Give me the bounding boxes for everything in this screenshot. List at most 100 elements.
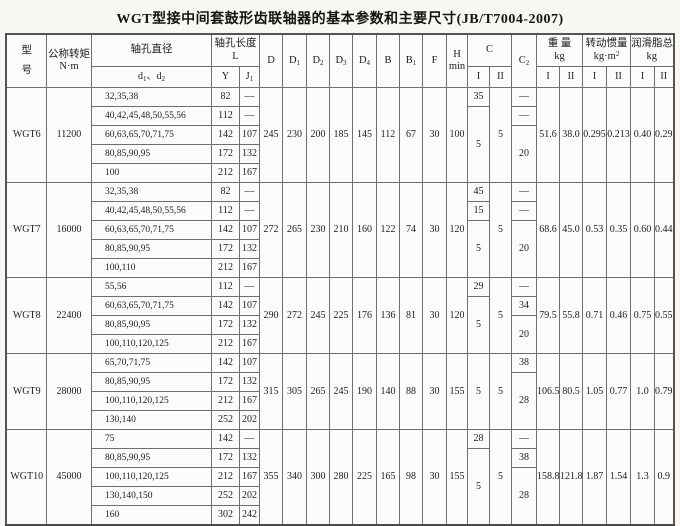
table-row: 80,85,90,95 172 132 5 38 [6, 448, 673, 526]
col-C2-header: C2 [511, 33, 537, 88]
inertia-2-cell: 0.213 [606, 87, 631, 183]
c2col-cell: 5 [488, 182, 513, 278]
grease-2-cell: 0.9 [654, 429, 674, 526]
y-cell: 82 [210, 182, 240, 202]
col-C-I-subheader: I [466, 66, 490, 88]
grease-2-cell: 0.44 [654, 182, 674, 278]
hmin-cell: 100 [445, 87, 468, 183]
bore-cell: 80,85,90,95 [90, 144, 212, 164]
col-Y-subheader: Y [210, 66, 240, 88]
bore-cell: 60,63,65,70,71,75 [90, 125, 212, 145]
hmin-cell: 155 [445, 353, 468, 430]
j1-cell: 167 [238, 391, 260, 411]
c2-cell: 38 [511, 448, 537, 468]
y-cell: 142 [210, 125, 240, 145]
inertia-1-cell: 1.05 [582, 353, 607, 430]
col-D3-header: D3 [328, 33, 353, 88]
hmin-cell: 120 [445, 277, 468, 354]
bore-cell: 100,110 [90, 258, 212, 278]
weight-1-cell: 68.6 [536, 182, 560, 278]
c2-cell: 20 [511, 315, 537, 354]
d-cell: 272 [258, 182, 283, 278]
inertia-1-cell: 0.71 [582, 277, 607, 354]
j1-cell: — [238, 201, 260, 221]
j1-cell: — [238, 106, 260, 126]
bore-cell: 40,42,45,48,50,55,56 [90, 201, 212, 221]
d2-cell: 265 [305, 353, 330, 430]
b1-cell: 67 [398, 87, 423, 183]
j1-cell: 107 [238, 220, 260, 240]
j1-cell: 202 [238, 410, 260, 430]
d1-cell: 272 [281, 277, 307, 354]
d3-cell: 225 [328, 277, 353, 354]
bore-cell: 65,70,71,75 [90, 353, 212, 373]
parameters-table: 型号 公称转矩 N·m 轴孔直径 轴孔长度 L D D1 D2 D3 D4 B B1… [5, 33, 675, 526]
j1-cell: — [238, 277, 260, 297]
d-cell: 355 [258, 429, 283, 526]
bore-cell: 130,140 [90, 410, 212, 430]
table-row: 100,110,120,125 212 167 [6, 391, 673, 411]
model-cell: WGT6 [5, 87, 47, 183]
j1-cell: 167 [238, 467, 260, 487]
model-cell: WGT10 [5, 429, 47, 526]
bore-cell: 55,56 [90, 277, 212, 297]
j1-cell: — [238, 429, 260, 449]
b-cell: 122 [375, 182, 400, 278]
bore-cell: 32,35,38 [90, 182, 212, 202]
c2-cell: 34 [511, 296, 537, 316]
c2-cell: 28 [511, 467, 537, 526]
table-row: WGT10 45000 75 142 — 355 340 300 280 225… [5, 429, 674, 526]
y-cell: 82 [210, 87, 240, 107]
col-grease-I-subheader: I [630, 66, 655, 88]
j1-cell: 107 [238, 353, 260, 373]
grease-1-cell: 1.0 [630, 353, 655, 430]
y-cell: 112 [210, 106, 240, 126]
c2col-cell: 5 [488, 87, 513, 183]
grease-1-cell: 1.3 [630, 429, 655, 526]
inertia-2-cell: 0.35 [606, 182, 631, 278]
d4-cell: 176 [351, 277, 377, 354]
j1-cell: 167 [238, 163, 260, 183]
j1-cell: 132 [238, 315, 260, 335]
col-D1-header: D1 [281, 33, 307, 88]
y-cell: 172 [210, 372, 240, 392]
bore-cell: 160 [90, 505, 212, 526]
c1-cell: 5 [466, 220, 490, 278]
table-row: WGT6 11200 32,35,38 82 — 245 230 200 185… [5, 87, 674, 183]
col-weight-I-subheader: I [536, 66, 560, 88]
bore-cell: 100,110,120,125 [90, 391, 212, 411]
col-bore-diameter-header: 轴孔直径 [90, 33, 212, 67]
weight-1-cell: 51.6 [536, 87, 560, 183]
d1-cell: 265 [281, 182, 307, 278]
c2col-cell: 5 [488, 277, 513, 354]
y-cell: 172 [210, 315, 240, 335]
col-grease-II-subheader: II [654, 66, 674, 88]
inertia-1-cell: 0.53 [582, 182, 607, 278]
c1-cell: 5 [466, 296, 490, 354]
hmin-cell: 155 [445, 429, 468, 526]
page-title: WGT型接中间套鼓形齿联轴器的基本参数和主要尺寸(JB/T7004-2007) [116, 12, 564, 27]
c1-cell: 5 [466, 106, 490, 183]
document-page: WGT型接中间套鼓形齿联轴器的基本参数和主要尺寸(JB/T7004-2007) … [5, 12, 675, 526]
y-cell: 172 [210, 239, 240, 259]
table-row: WGT7 16000 32,35,38 82 — 272 265 230 210… [5, 182, 674, 278]
c1-cell: 35 [466, 87, 490, 107]
c1-cell: 5 [466, 448, 490, 526]
j1-cell: 132 [238, 372, 260, 392]
col-F-header: F [421, 33, 447, 88]
d-cell: 290 [258, 277, 283, 354]
weight-2-cell: 55.8 [559, 277, 583, 354]
torque-cell: 11200 [45, 87, 92, 183]
c2-cell: 20 [511, 125, 537, 183]
col-inertia-II-subheader: II [606, 66, 631, 88]
d2-cell: 245 [305, 277, 330, 354]
weight-2-cell: 121.8 [559, 429, 583, 526]
bore-cell: 32,35,38 [90, 87, 212, 107]
torque-cell: 28000 [45, 353, 92, 430]
f-cell: 30 [421, 429, 447, 526]
y-cell: 302 [210, 505, 240, 526]
y-cell: 112 [210, 277, 240, 297]
d3-cell: 245 [328, 353, 353, 430]
col-weight-header: 重 量 kg [536, 33, 583, 67]
